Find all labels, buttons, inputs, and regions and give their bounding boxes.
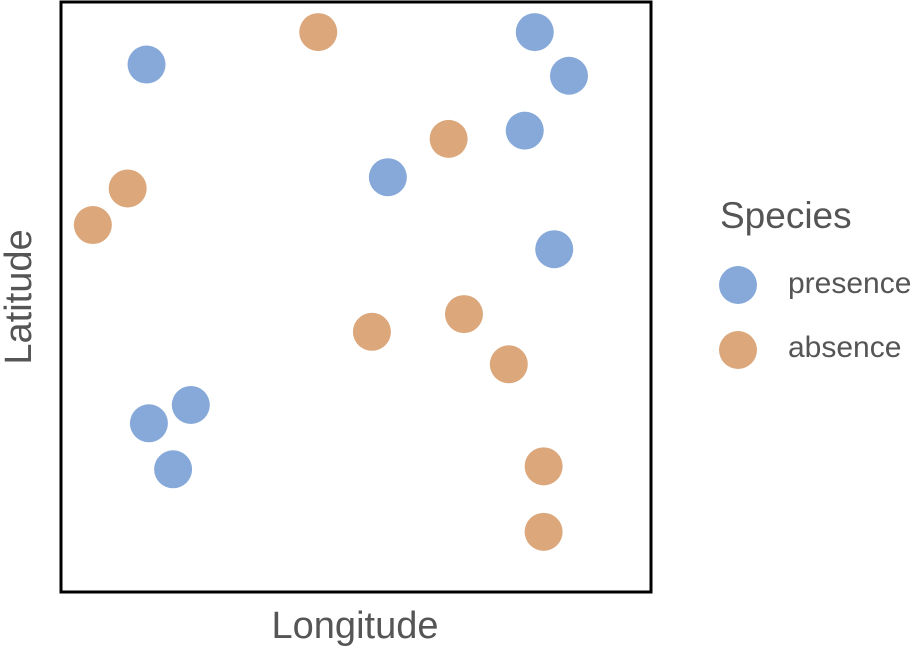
point-presence-4	[505, 111, 544, 150]
point-absence-8	[524, 447, 563, 486]
legend-swatch-presence	[719, 266, 757, 304]
point-absence-5	[352, 312, 391, 351]
point-absence-7	[489, 345, 528, 384]
legend-label-presence: presence	[788, 267, 911, 300]
point-presence-6	[535, 230, 574, 269]
point-absence-1	[299, 13, 338, 52]
point-presence-2	[515, 13, 554, 52]
point-presence-8	[129, 404, 168, 443]
point-presence-7	[171, 385, 210, 424]
legend-title: Species	[720, 195, 852, 236]
point-presence-1	[127, 45, 166, 84]
point-absence-3	[108, 169, 147, 208]
legend-label-absence: absence	[788, 331, 901, 364]
point-absence-9	[524, 512, 563, 551]
point-presence-9	[154, 450, 193, 489]
point-absence-6	[444, 295, 483, 334]
point-absence-4	[73, 206, 112, 245]
point-presence-3	[549, 56, 588, 95]
legend: Species presence absence	[719, 195, 911, 369]
point-presence-5	[368, 158, 407, 197]
points-layer	[73, 13, 588, 551]
x-axis-title: Longitude	[272, 605, 439, 647]
point-absence-2	[429, 119, 468, 158]
plot-frame	[59, 0, 653, 594]
legend-swatch-absence	[719, 331, 757, 369]
y-axis-title: Latitude	[0, 229, 40, 364]
